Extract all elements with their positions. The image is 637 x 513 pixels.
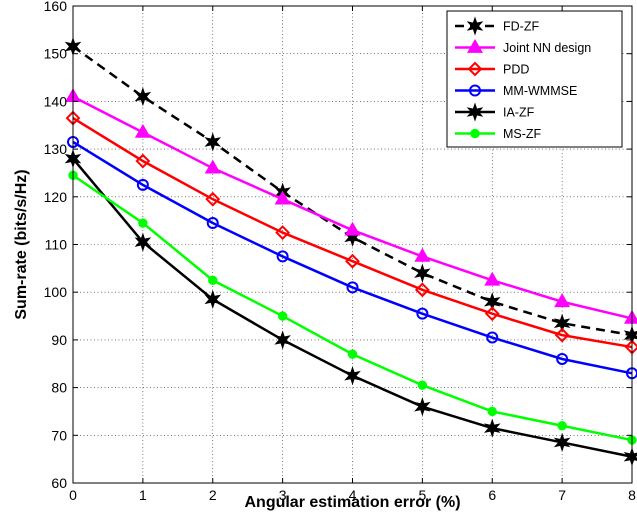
data-point-mm-wmmse [346, 281, 359, 294]
y-tick-label: 140 [44, 93, 68, 109]
axis-ticks: 0 1 2 3 4 5 6 7 8 60 70 80 90 100 110 120 130 140 150 160 [44, 0, 636, 503]
data-point-ms-zf [277, 311, 288, 321]
x-tick-label: 3 [279, 487, 287, 503]
x-tick-label: 4 [349, 487, 357, 503]
x-tick-label: 2 [209, 487, 217, 503]
data-point-pdd [345, 253, 360, 269]
series-ia-zf [64, 149, 637, 467]
y-tick-label: 70 [51, 427, 67, 443]
data-point-mm-wmmse [206, 217, 219, 230]
data-point-mm-wmmse [556, 352, 569, 365]
data-point-pdd [205, 191, 221, 207]
series-line-mm-wmmse [72, 140, 633, 375]
data-point-fd-zf [134, 87, 152, 107]
data-point-fd-zf [553, 313, 571, 333]
data-point-mm-wmmse [486, 331, 499, 344]
data-point-pdd [275, 225, 291, 240]
series-pdd [65, 110, 637, 355]
x-tick-label: 7 [558, 487, 566, 503]
legend-marker-joint-nn-design [467, 38, 483, 53]
y-tick-label: 110 [45, 237, 68, 253]
legend-label-mm-wmmse: MM-WMMSE [503, 84, 577, 98]
series-mm-wmmse [67, 135, 637, 380]
y-tick-label: 120 [44, 189, 68, 205]
data-point-joint-nn-design [204, 159, 221, 174]
data-point-ms-zf [557, 421, 567, 431]
data-point-fd-zf [204, 132, 222, 152]
data-point-ms-zf [208, 275, 218, 285]
legend-label-ia-zf: IA-ZF [503, 106, 535, 120]
data-point-pdd [414, 282, 430, 298]
data-point-mm-wmmse [136, 178, 149, 191]
x-tick-label: 0 [69, 487, 77, 503]
legend-label-pdd: PDD [503, 63, 529, 77]
legend-marker-fd-zf [466, 16, 484, 36]
data-point-ia-zf [414, 397, 431, 417]
x-tick-label: 6 [488, 487, 496, 503]
legend-marker-ia-zf [466, 102, 484, 122]
data-point-joint-nn-design [554, 293, 571, 308]
series-ms-zf [68, 170, 637, 445]
legend-marker-mm-wmmse [469, 84, 481, 97]
data-point-ia-zf [553, 432, 571, 453]
legend-marker-pdd [467, 61, 483, 77]
data-point-mm-wmmse [416, 307, 429, 320]
data-point-joint-nn-design [134, 123, 151, 138]
y-tick-label: 80 [51, 380, 67, 396]
data-point-pdd [484, 306, 500, 322]
data-point-ms-zf [487, 406, 497, 417]
data-point-ms-zf [138, 218, 148, 228]
data-point-ia-zf [204, 289, 222, 309]
x-tick-label: 1 [139, 487, 147, 503]
data-point-joint-nn-design [274, 190, 291, 205]
y-tick-label: 90 [51, 332, 67, 348]
legend-label-fd-zf: FD-ZF [503, 20, 539, 34]
series-line-pdd [72, 117, 633, 349]
y-tick-label: 60 [51, 475, 67, 491]
data-point-joint-nn-design [344, 221, 361, 236]
data-point-joint-nn-design [484, 271, 501, 286]
legend-label-ms-zf: MS-ZF [503, 127, 542, 141]
data-point-ms-zf [417, 380, 428, 390]
data-point-ia-zf [134, 232, 152, 252]
legend-box [446, 10, 623, 148]
x-tick-label: 5 [418, 487, 426, 503]
series-layer [64, 36, 637, 467]
series-joint-nn-design [65, 88, 637, 324]
y-tick-label: 150 [44, 46, 68, 62]
legend-label-joint-nn-design: Joint NN design [503, 41, 591, 55]
data-point-fd-zf [414, 263, 431, 283]
legend-marker-ms-zf [470, 128, 480, 139]
data-point-ia-zf [274, 330, 291, 350]
data-point-joint-nn-design [414, 247, 431, 262]
y-tick-label: 100 [44, 284, 68, 300]
data-point-ia-zf [483, 418, 501, 438]
x-axis-label: Angular estimation error (%) [244, 494, 460, 511]
y-tick-label: 130 [44, 141, 68, 157]
data-point-fd-zf [483, 292, 501, 312]
legend: FD-ZF Joint NN design PDD MM-WMMSE IA-ZF MS-Z… [446, 10, 623, 148]
data-point-mm-wmmse [276, 250, 289, 263]
data-point-ia-zf [344, 366, 361, 386]
y-axis-label: Sum-rate (bits/s/Hz) [13, 169, 30, 319]
data-point-pdd [135, 153, 151, 169]
data-point-pdd [554, 327, 570, 343]
y-tick-label: 160 [44, 0, 68, 14]
x-tick-label: 8 [628, 487, 636, 503]
data-point-ms-zf [347, 349, 358, 359]
